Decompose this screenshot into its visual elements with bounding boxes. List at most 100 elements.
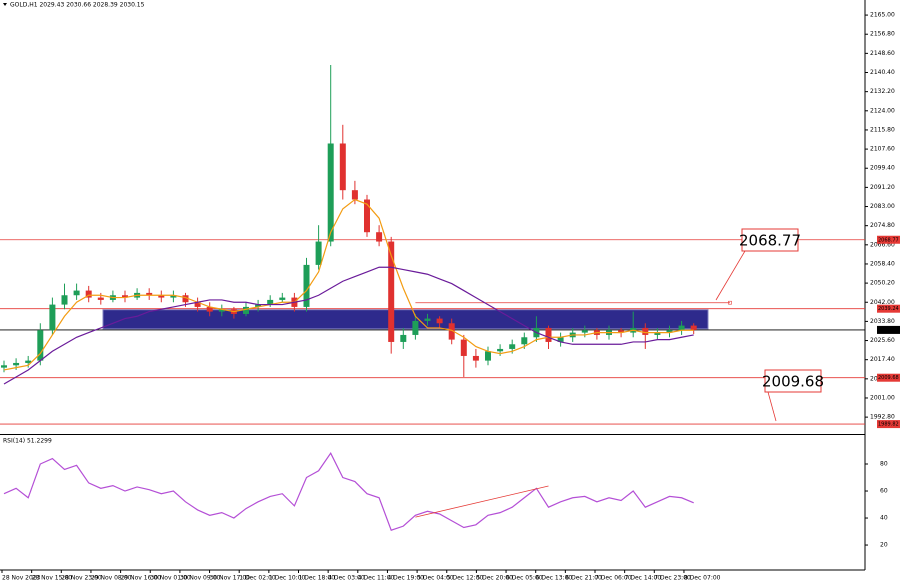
candle-body [315,241,322,265]
candle-body [194,302,201,307]
candle-body [654,332,661,335]
callout-box [764,369,822,393]
candle-body [13,362,20,366]
candle-body [376,232,383,242]
candle-body [412,320,419,335]
callout-label: 2068.77 [739,232,801,250]
callout-box [741,228,799,252]
x-tick-label: 8 Dec 07:00 [684,575,721,582]
line-series [3,266,694,385]
y-tick-label: 2115.80 [870,126,895,133]
y-tick-label: 2140.40 [870,69,895,76]
y-tick-label: 2124.00 [870,107,895,114]
level-tag-label: 1989.82 [878,422,899,428]
x-tick-label: 7 Dec 06:00 [595,575,632,582]
x-tick-label: 5 Dec 20:00 [476,575,513,582]
candle-body [364,199,370,233]
candle-body [436,318,443,324]
candle-body [170,295,177,298]
line-series [3,452,694,531]
y-tick-label: 2107.60 [870,146,895,153]
x-tick-label: 5 Dec 04:00 [417,575,454,582]
candle-body [557,337,564,342]
level-tag-label: 2030.15 [878,327,899,333]
y-tick-label: 2017.40 [870,356,895,363]
candle-body [497,348,504,352]
y-tick-label: 2165.00 [870,12,895,19]
candle-body [206,306,213,312]
candle-body [690,325,697,330]
candle-body [255,304,262,307]
x-tick-label: 7 Dec 14:00 [625,575,662,582]
level-tag [877,420,900,429]
candle-body [122,295,128,298]
callout-arrow [767,391,777,422]
x-tick-label: 1 Dec 10:00 [269,575,306,582]
level-tag [877,235,900,244]
y-tick-label: 2074.80 [870,222,895,229]
callout-arrow [715,250,746,301]
x-tick-label: 4 Dec 03:00 [328,575,365,582]
x-tick-label: 7 Dec 23:00 [654,575,691,582]
candle-body [49,304,56,331]
x-tick-label: 30 Nov 01:00 [150,575,191,582]
x-tick-label: 1 Dec 18:00 [299,575,336,582]
candle-body [303,264,310,307]
candle-body [642,327,649,335]
candle-body [545,327,552,342]
candle-body [182,295,189,303]
candle-body [61,295,68,305]
y-tick-label: 2132.20 [870,88,895,95]
chart-title: GOLD,H1 2029.43 2030.66 2028.39 2030.15 [10,2,145,9]
candle-body [424,318,431,321]
candle-body [400,334,407,342]
candle-body [485,351,491,361]
y-tick-label: 2066.60 [870,241,895,248]
candle-body [243,306,249,314]
candle-body [1,365,7,368]
x-tick-label: 4 Dec 11:00 [358,575,395,582]
candle-body [158,295,165,298]
x-tick-label: 29 Nov 16:00 [121,575,162,582]
candle-body [581,330,588,333]
y-tick-label: 2091.20 [870,184,895,191]
y-tick-label: 1992.80 [870,414,895,421]
level-tag [877,325,900,334]
candle-body [327,143,334,242]
candle-body [85,290,92,298]
candle-body [37,330,44,361]
x-tick-label: 1 Dec 02:00 [239,575,276,582]
candle-body [388,241,395,342]
candle-body [218,309,225,312]
level-tag-label: 2009.68 [878,375,899,381]
candle-body [279,297,286,300]
y-tick-label: 2083.00 [870,203,895,210]
x-tick-label: 30 Nov 09:00 [180,575,221,582]
rsi-tick-label: 20 [880,542,888,549]
x-tick-label: 6 Dec 13:00 [536,575,573,582]
x-tick-label: 30 Nov 17:00 [210,575,251,582]
candle-body [146,292,153,296]
y-tick-label: 2156.80 [870,31,895,38]
candle-body [73,290,80,296]
level-tag-label: 2068.77 [878,237,899,243]
x-tick-label: 28 Nov 2023 [2,575,41,582]
x-tick-label: 6 Dec 21:00 [565,575,602,582]
x-tick-label: 29 Nov 08:00 [91,575,132,582]
level-tag [877,304,900,313]
rsi-trendline [415,485,549,518]
x-tick-label: 6 Dec 05:00 [506,575,543,582]
candle-body [618,330,625,333]
rsi-tick-label: 80 [880,461,888,468]
candle-body [25,360,32,363]
ray-handle [728,300,732,305]
candle-body [521,337,528,345]
candle-body [678,325,685,331]
level-tag-label: 2039.24 [878,306,899,312]
x-tick-label: 28 Nov 23:00 [61,575,102,582]
candle-body [97,297,104,300]
y-tick-label: 2099.40 [870,165,895,172]
rsi-tick-label: 60 [880,488,888,495]
y-tick-label: 2001.00 [870,394,895,401]
